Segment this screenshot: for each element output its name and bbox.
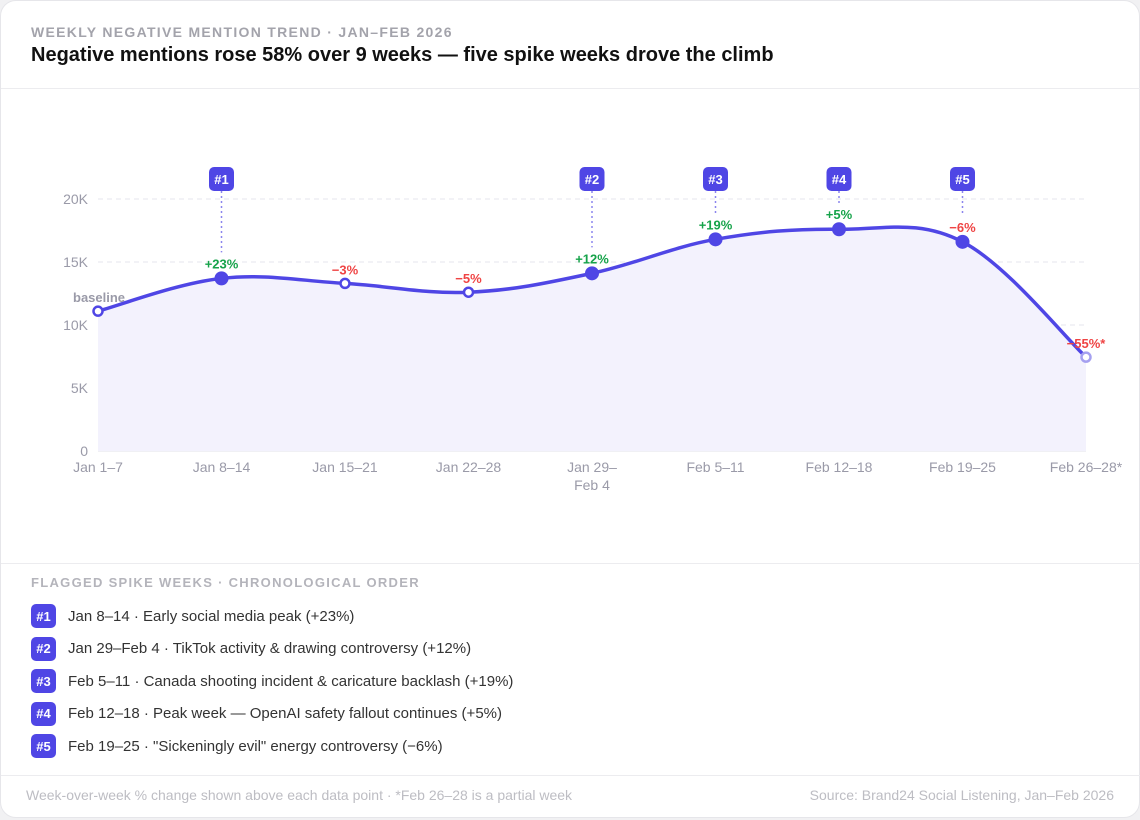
spike-text: Jan 29–Feb 4 · TikTok activity & drawing…: [68, 640, 472, 658]
spike-badge-label: #4: [832, 172, 847, 187]
x-tick-label: Feb 26–28*: [1050, 459, 1123, 475]
change-label: baseline: [73, 290, 125, 305]
spike-badge-label: #2: [585, 172, 599, 187]
data-point: [708, 232, 723, 247]
data-point: [832, 222, 846, 237]
data-point-partial: [1080, 351, 1092, 363]
x-tick-label: Feb 19–25: [929, 459, 996, 475]
chart-eyebrow: WEEKLY NEGATIVE MENTION TREND · JAN–FEB …: [31, 24, 453, 40]
change-label: −3%: [332, 262, 359, 277]
spike-badge: #1: [31, 604, 56, 629]
y-tick-label: 5K: [71, 380, 89, 396]
spike-text: Jan 8–14 · Early social media peak (+23%…: [68, 607, 355, 625]
data-point: [955, 234, 970, 249]
x-tick-label: Jan 29–: [567, 459, 617, 475]
spike-badge: [579, 167, 605, 191]
x-tick-label: Jan 8–14: [193, 459, 251, 475]
data-point: [585, 266, 599, 281]
spike-badge: #4: [31, 701, 56, 726]
spike-badge: #3: [31, 669, 56, 694]
data-point: [92, 305, 104, 317]
chart-title: Negative mentions rose 58% over 9 weeks …: [31, 44, 774, 66]
divider: [1, 563, 1140, 564]
y-tick-label: 20K: [63, 191, 89, 207]
spike-list: #1 Jan 8–14 · Early social media peak (+2…: [31, 600, 513, 763]
change-label: +19%: [699, 217, 733, 232]
area-fill: [98, 227, 1086, 451]
change-label: +5%: [826, 207, 853, 222]
spike-badge-label: #5: [955, 172, 969, 187]
list-item: #2 Jan 29–Feb 4 · TikTok activity & drawi…: [31, 633, 513, 666]
x-tick-label: Jan 22–28: [436, 459, 502, 475]
change-label: −55%*: [1067, 336, 1107, 351]
change-label: −5%: [455, 271, 482, 286]
spike-text: Feb 5–11 · Canada shooting incident & ca…: [68, 672, 514, 690]
x-tick-label: Jan 15–21: [312, 459, 378, 475]
y-tick-label: 10K: [63, 317, 89, 333]
y-tick-label: 0: [80, 443, 88, 459]
spike-badge: #5: [31, 734, 56, 759]
list-item: #4 Feb 12–18 · Peak week — OpenAI safety …: [31, 698, 513, 731]
spike-badge-label: #1: [214, 172, 228, 187]
spikes-section-title: FLAGGED SPIKE WEEKS · CHRONOLOGICAL ORDE…: [31, 575, 420, 590]
divider: [1, 775, 1140, 776]
data-point: [339, 277, 351, 290]
spike-badge: [950, 167, 975, 191]
change-label: +23%: [205, 256, 239, 271]
spike-text: Feb 19–25 · "Sickeningly evil" energy co…: [68, 737, 443, 755]
data-point: [462, 286, 475, 298]
spike-text: Feb 12–18 · Peak week — OpenAI safety fa…: [68, 705, 502, 723]
data-point: [214, 271, 229, 286]
x-tick-label: Jan 1–7: [73, 459, 123, 475]
spike-badge-label: #3: [708, 172, 722, 187]
x-tick-label: Feb 4: [574, 477, 610, 493]
y-tick-label: 15K: [63, 254, 89, 270]
x-tick-label: Feb 5–11: [686, 459, 744, 475]
divider: [1, 88, 1140, 89]
change-label: +12%: [575, 251, 609, 266]
spike-badge: #2: [31, 636, 56, 661]
footer-source: Source: Brand24 Social Listening, Jan–Fe…: [809, 787, 1114, 803]
change-label: −6%: [949, 220, 976, 235]
list-item: #5 Feb 19–25 · "Sickeningly evil" energy …: [31, 730, 513, 763]
list-item: #3 Feb 5–11 · Canada shooting incident & …: [31, 665, 513, 698]
x-tick-label: Feb 12–18: [806, 459, 873, 475]
line-chart: 0 5K 10K 15K 20K Jan 1–7 Jan 8–14 Jan 15–21 Jan …: [63, 167, 1123, 493]
spike-badge: [703, 167, 728, 191]
list-item: #1 Jan 8–14 · Early social media peak (+2…: [31, 600, 513, 633]
spike-badge: [826, 167, 852, 191]
footer-note: Week-over-week % change shown above each…: [26, 787, 573, 803]
spike-badge: [209, 167, 234, 191]
